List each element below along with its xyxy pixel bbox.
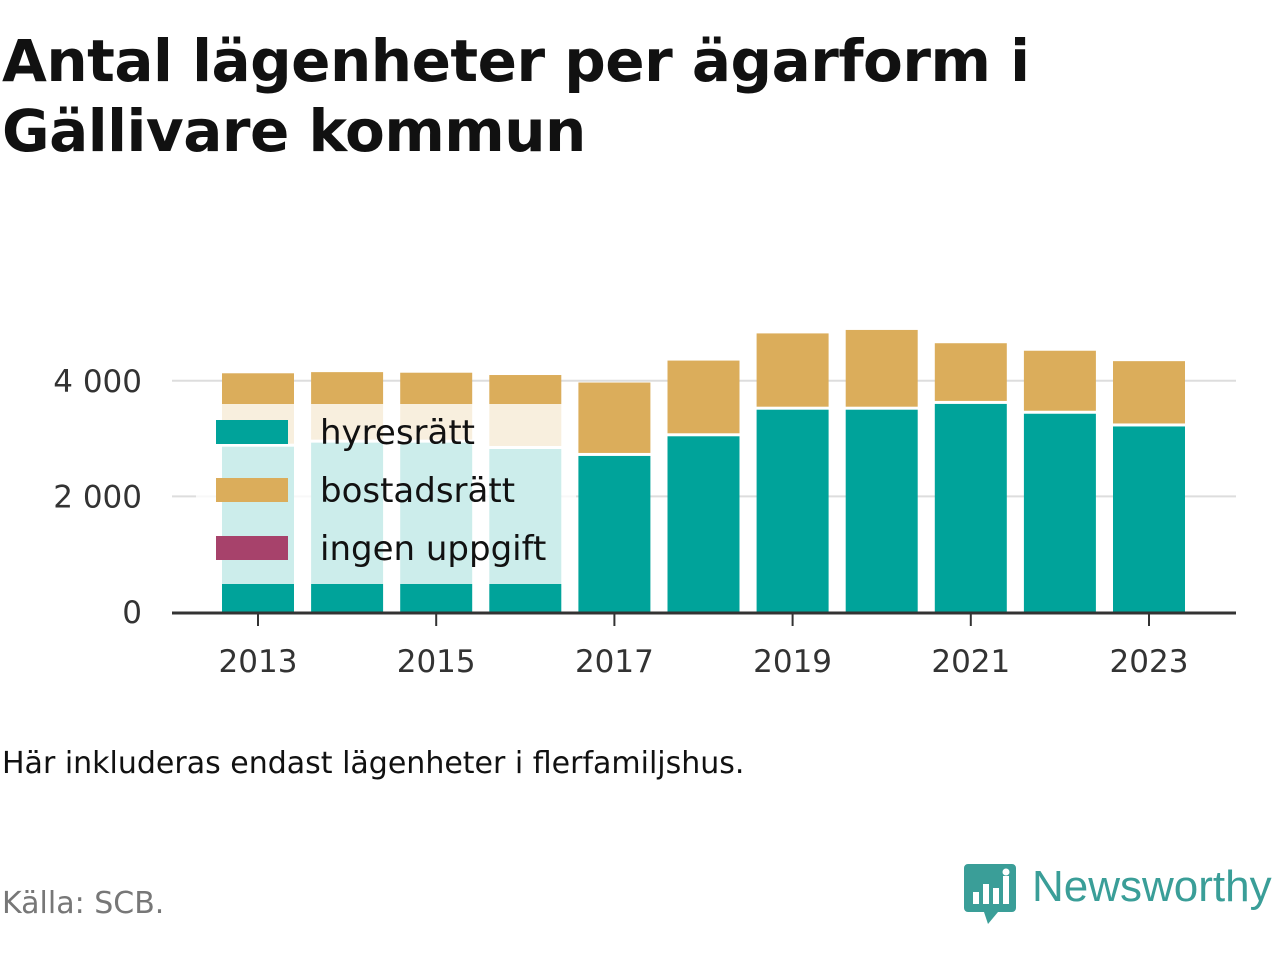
x-tick-label: 2019 (753, 644, 832, 680)
bar-hyresrätt-2018 (667, 436, 740, 612)
y-tick-label: 0 (122, 595, 142, 631)
y-tick-label: 2 000 (53, 479, 142, 515)
bar-bostadsrätt-2019 (756, 333, 829, 407)
legend-swatch-ingen-uppgift (216, 536, 288, 560)
bar-bostadsrätt-2017 (578, 382, 651, 453)
legend-label-bostadsrätt: bostadsrätt (320, 471, 515, 511)
bar-bostadsrätt-2022 (1023, 350, 1096, 411)
legend-label-hyresrätt: hyresrätt (320, 413, 475, 453)
stacked-bar-chart: 0 2 000 4 000 2013 2015 2017 2019 2021 2023 hyre… (53, 329, 1236, 680)
legend: hyresrätt bostadsrätt ingen uppgift (196, 404, 576, 584)
legend-swatch-bostadsrätt (216, 478, 288, 502)
x-tick-label: 2015 (397, 644, 476, 680)
x-tick-label: 2021 (931, 644, 1010, 680)
bar-hyresrätt-2023 (1113, 426, 1185, 612)
x-tick-label: 2017 (575, 644, 654, 680)
y-tick-label: 4 000 (53, 364, 142, 400)
bar-hyresrätt-2019 (756, 409, 829, 612)
bar-bostadsrätt-2023 (1113, 361, 1185, 424)
brand-name: Newsworthy (1032, 862, 1272, 911)
bar-bostadsrätt-2021 (934, 343, 1007, 401)
bar-bostadsrätt-2018 (667, 360, 740, 434)
bar-hyresrätt-2022 (1023, 413, 1096, 612)
chart-title: Antal lägenheter per ägarform i Gällivar… (2, 27, 1030, 165)
chart-note: Här inkluderas endast lägenheter i flerf… (2, 746, 745, 781)
bar-hyresrätt-2017 (578, 455, 651, 612)
brand-logo: Newsworthy (964, 860, 1280, 930)
bar-bostadsrätt-2020 (845, 329, 918, 407)
axes: 0 2 000 4 000 2013 2015 2017 2019 2021 2023 (53, 364, 1236, 680)
x-tick-label: 2023 (1110, 644, 1189, 680)
legend-swatch-hyresrätt (216, 420, 288, 444)
newsworthy-bar-chart-logo-icon (964, 864, 1016, 924)
source-text: Källa: SCB. (2, 886, 165, 921)
legend-label-ingen-uppgift: ingen uppgift (320, 529, 546, 569)
bar-hyresrätt-2020 (845, 409, 918, 612)
bar-hyresrätt-2021 (934, 403, 1007, 612)
x-tick-label: 2013 (219, 644, 298, 680)
